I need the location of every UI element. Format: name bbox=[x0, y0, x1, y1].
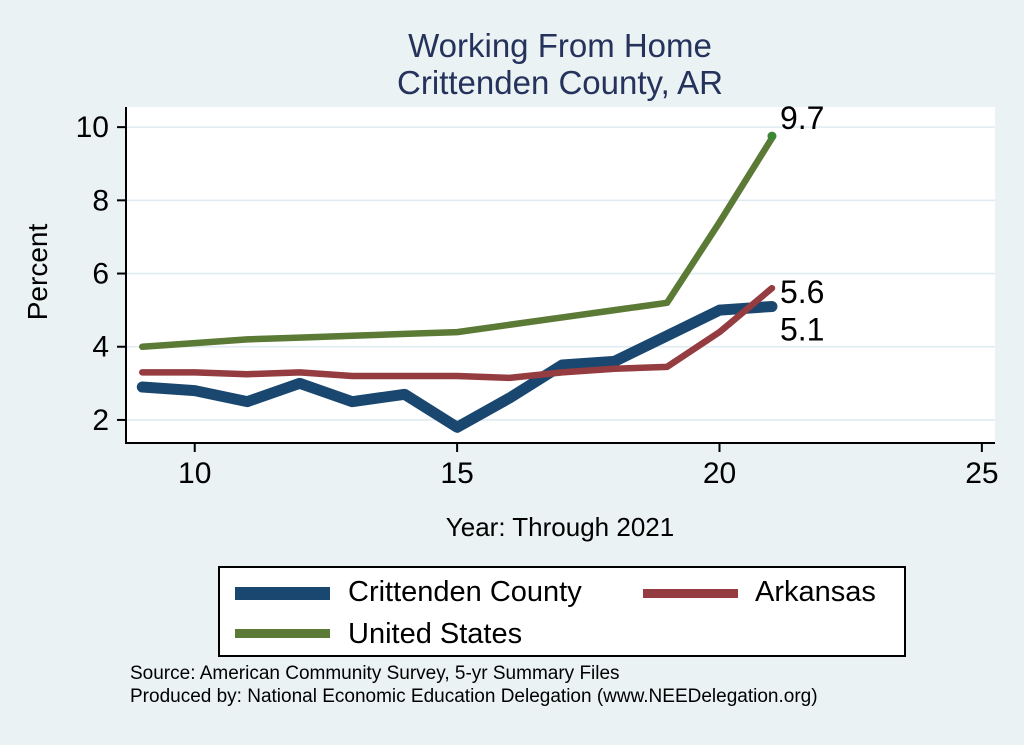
legend-label-arkansas: Arkansas bbox=[755, 576, 876, 608]
x-tick-label-10: 10 bbox=[178, 457, 211, 490]
end-value-label-united-states: 9.7 bbox=[780, 100, 824, 136]
produced-by-note: Produced by: National Economic Education… bbox=[130, 685, 818, 707]
x-tick-label-15: 15 bbox=[440, 457, 473, 490]
x-tick-label-20: 20 bbox=[703, 457, 736, 490]
legend-swatch-united-states bbox=[235, 629, 330, 638]
y-axis-title: Percent bbox=[22, 223, 53, 321]
y-tick-label-8: 8 bbox=[92, 184, 109, 217]
x-axis-title: Year: Through 2021 bbox=[445, 512, 675, 542]
legend-swatch-arkansas bbox=[643, 589, 738, 598]
legend-label-united-states: United States bbox=[348, 618, 523, 650]
plot-area bbox=[126, 107, 995, 443]
source-note: Source: American Community Survey, 5-yr … bbox=[130, 663, 620, 684]
series-line-united-states bbox=[139, 134, 776, 350]
end-marker-united-states bbox=[767, 131, 777, 141]
end-value-label-arkansas: 5.6 bbox=[780, 274, 824, 310]
y-tick-label-10: 10 bbox=[76, 111, 109, 144]
series-line-arkansas bbox=[139, 284, 776, 382]
chart-title-line1: Working From Home bbox=[408, 27, 712, 64]
plot-canvas: 2 4 6 8 10 10 15 20 25 5.15.6 9.7 bbox=[76, 100, 999, 490]
y-tick-label-6: 6 bbox=[92, 258, 109, 291]
legend-swatch-crittenden-county bbox=[235, 587, 330, 600]
footer-notes: Source: American Community Survey, 5-yr … bbox=[130, 663, 990, 708]
y-tick-label-4: 4 bbox=[92, 331, 109, 364]
end-value-label-crittenden-county: 5.1 bbox=[780, 311, 824, 347]
x-tick-label-25: 25 bbox=[965, 457, 998, 490]
legend-label-crittenden-county: Crittenden County bbox=[348, 576, 582, 608]
y-tick-label-2: 2 bbox=[92, 404, 109, 437]
chart-title: Working From Home Crittenden County, AR bbox=[96, 27, 1024, 101]
series-line-crittenden-county bbox=[136, 300, 778, 433]
chart-title-line2: Crittenden County, AR bbox=[397, 64, 723, 101]
legend: Crittenden County Arkansas United States bbox=[218, 566, 906, 657]
